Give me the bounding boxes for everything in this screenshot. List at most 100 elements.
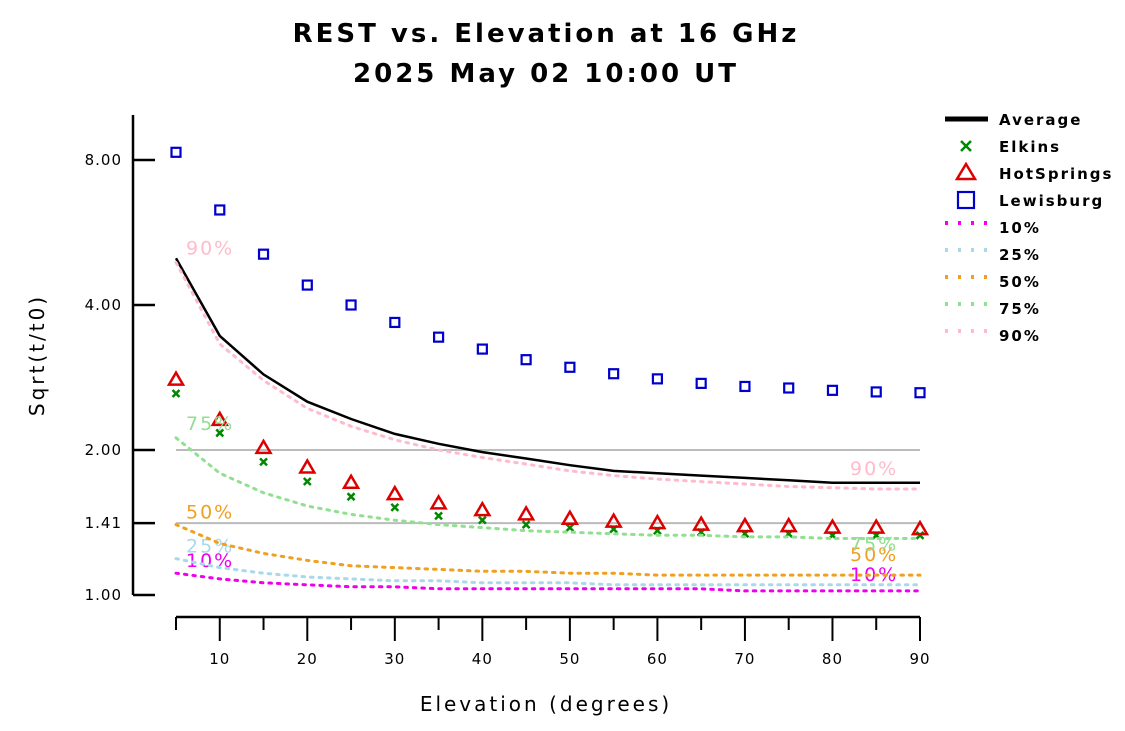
data-point-triangle — [560, 509, 580, 525]
legend-label: Average — [999, 111, 1082, 129]
data-point-square — [564, 361, 576, 373]
legend-swatch-triangle — [954, 161, 978, 181]
series-line — [174, 257, 920, 485]
data-point-triangle — [779, 516, 798, 533]
legend: Average Elkins HotSprings Lewisburg 10% 25% 50… — [945, 111, 1113, 345]
data-point-triangle — [254, 438, 273, 455]
series-dotted-line — [174, 523, 922, 577]
data-point-triangle — [298, 457, 317, 474]
data-point-x — [521, 520, 531, 529]
percentile-label: 90% — [850, 458, 898, 480]
data-point-x — [390, 503, 400, 512]
data-point-triangle — [473, 500, 492, 517]
data-point-x — [346, 492, 356, 502]
data-point-triangle — [692, 515, 711, 531]
data-point-square — [214, 204, 226, 216]
legend-label: 25% — [999, 246, 1041, 264]
x-axis-label: Elevation (degrees) — [420, 692, 672, 716]
legend-item: 10% — [945, 219, 1041, 237]
data-point-square — [608, 368, 620, 380]
series-average — [174, 257, 920, 485]
data-point-square — [432, 331, 445, 343]
chart-subtitle: 2025 May 02 10:00 UT — [353, 59, 739, 89]
data-point-triangle — [823, 518, 842, 534]
series-dotted-line — [174, 436, 922, 540]
series-layer: 10%10%25% 50% 50%75%75%90%90% — [166, 146, 930, 593]
series-90-pct: 90% 90% — [174, 238, 922, 491]
axes: 1.00 1.41 2.00 4.00 8.00 10 20 30 40 50 60 70 80 90 — [85, 115, 930, 668]
data-point-square — [345, 299, 357, 311]
legend-item: Elkins — [960, 138, 1061, 156]
series-hotsprings — [166, 370, 930, 536]
percentile-label: 50% — [186, 502, 234, 524]
data-point-triangle — [341, 473, 361, 490]
legend-item: HotSprings — [954, 161, 1113, 183]
series-dotted-line — [174, 557, 922, 587]
data-point-square — [301, 279, 313, 291]
legend-label: Lewisburg — [999, 192, 1104, 210]
legend-item: 75% — [945, 300, 1041, 318]
data-point-triangle — [910, 519, 930, 536]
legend-label: 10% — [999, 219, 1041, 237]
legend-label: HotSprings — [999, 165, 1113, 183]
data-point-triangle — [166, 370, 186, 386]
data-point-square — [170, 146, 182, 158]
x-tick-label: 10 — [209, 650, 230, 668]
y-tick-label: 4.00 — [85, 296, 122, 314]
x-tick-label: 30 — [384, 650, 405, 668]
legend-item: Lewisburg — [956, 190, 1104, 210]
data-point-square — [783, 382, 795, 394]
data-point-triangle — [648, 513, 667, 530]
legend-item: Average — [945, 111, 1082, 129]
x-tick-label: 20 — [297, 650, 318, 668]
data-point-square — [257, 248, 270, 260]
y-axis-label: Sqrt(t/t0) — [25, 294, 49, 416]
series-25-pct: 25% — [174, 536, 922, 587]
legend-label: 90% — [999, 327, 1041, 345]
data-point-x — [302, 477, 312, 486]
data-point-square — [695, 377, 707, 389]
series-lewisburg — [170, 146, 926, 399]
data-point-triangle — [735, 516, 755, 533]
legend-label: Elkins — [999, 138, 1061, 156]
series-10-pct: 10%10% — [174, 550, 922, 593]
y-tick-label: 2.00 — [85, 441, 122, 459]
legend-item: 50% — [945, 273, 1039, 291]
legend-swatch-x — [960, 140, 972, 152]
data-point-square — [651, 373, 664, 385]
reference-lines — [176, 449, 920, 525]
data-point-square — [739, 380, 751, 393]
y-tick-label: 1.00 — [85, 586, 122, 604]
data-point-triangle — [210, 410, 229, 427]
data-point-triangle — [604, 512, 623, 528]
series-75-pct: 75% 75% — [174, 413, 922, 556]
data-point-square — [826, 384, 839, 396]
y-tick-label: 1.41 — [85, 514, 122, 532]
chart-title: REST vs. Elevation at 16 GHz — [293, 19, 800, 49]
data-point-triangle — [385, 484, 404, 501]
x-tick-label: 90 — [909, 650, 930, 668]
data-point-triangle — [867, 518, 886, 534]
legend-label: 75% — [999, 300, 1041, 318]
data-point-square — [520, 354, 532, 366]
percentile-label: 10% — [850, 564, 898, 586]
data-point-x — [565, 523, 575, 533]
y-tick-label: 8.00 — [85, 151, 122, 169]
x-tick-label: 60 — [647, 650, 668, 668]
data-point-square — [389, 316, 401, 329]
data-point-x — [171, 389, 181, 398]
x-tick-label: 40 — [472, 650, 493, 668]
percentile-label: 75% — [850, 534, 898, 556]
series-dotted-line — [174, 571, 922, 593]
series-dotted-line — [174, 261, 922, 491]
data-point-square — [914, 387, 926, 399]
x-tick-label: 80 — [822, 650, 843, 668]
legend-item: 90% — [945, 327, 1041, 345]
series-50-pct: 50% 50% — [174, 502, 922, 577]
percentile-label: 25% — [186, 536, 234, 558]
percentile-label: 50% — [850, 544, 898, 566]
data-point-triangle — [429, 493, 448, 510]
data-point-x — [215, 428, 225, 438]
x-tick-label: 50 — [559, 650, 580, 668]
